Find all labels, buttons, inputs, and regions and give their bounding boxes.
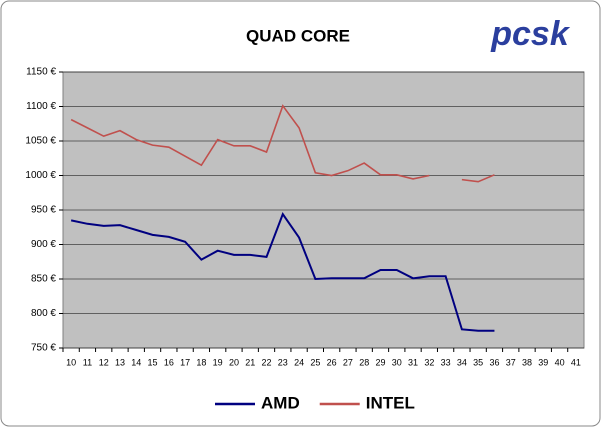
x-tick-label: 16 (164, 357, 174, 367)
x-tick-label: 35 (473, 357, 483, 367)
y-tick-label: 1000 € (25, 170, 56, 181)
y-tick-label: 800 € (31, 308, 56, 319)
x-tick-label: 31 (408, 357, 418, 367)
y-tick-label: 750 € (31, 343, 56, 354)
x-tick-label: 23 (278, 357, 288, 367)
x-tick-label: 34 (457, 357, 467, 367)
x-tick-label: 12 (99, 357, 109, 367)
legend-label: AMD (261, 393, 300, 412)
y-tick-label: 1100 € (26, 101, 56, 112)
x-tick-label: 28 (359, 357, 369, 367)
x-tick-label: 26 (327, 357, 337, 367)
y-tick-label: 1050 € (25, 136, 56, 147)
x-tick-label: 39 (538, 357, 548, 367)
x-tick-label: 36 (489, 357, 499, 367)
x-tick-label: 19 (213, 357, 223, 367)
x-tick-label: 10 (66, 357, 76, 367)
x-tick-label: 22 (262, 357, 272, 367)
x-tick-label: 33 (441, 357, 451, 367)
x-tick-label: 24 (294, 357, 304, 367)
legend-label: INTEL (366, 393, 415, 412)
x-tick-label: 21 (245, 357, 255, 367)
x-tick-label: 11 (83, 357, 92, 367)
x-tick-label: 30 (392, 357, 402, 367)
x-tick-label: 37 (506, 357, 516, 367)
x-tick-label: 15 (148, 357, 158, 367)
logo: pcsk (490, 15, 571, 53)
x-tick-label: 27 (343, 357, 353, 367)
series-line (70, 104, 495, 183)
x-tick-label: 41 (571, 357, 581, 367)
x-tick-label: 20 (229, 357, 239, 367)
x-tick-label: 17 (180, 357, 190, 367)
y-tick-label: 950 € (31, 205, 56, 216)
y-tick-label: 850 € (31, 274, 56, 285)
x-tick-label: 18 (196, 357, 206, 367)
y-tick-label: 1150 € (26, 67, 56, 78)
series-line (70, 212, 495, 332)
x-tick-label: 38 (522, 357, 532, 367)
x-tick-label: 25 (310, 357, 320, 367)
x-tick-label: 40 (555, 357, 565, 367)
x-tick-label: 13 (115, 357, 125, 367)
x-tick-label: 29 (375, 357, 385, 367)
x-tick-label: 14 (131, 357, 141, 367)
x-tick-label: 32 (424, 357, 434, 367)
chart-title: QUAD CORE (246, 26, 350, 45)
y-tick-label: 900 € (31, 239, 56, 250)
